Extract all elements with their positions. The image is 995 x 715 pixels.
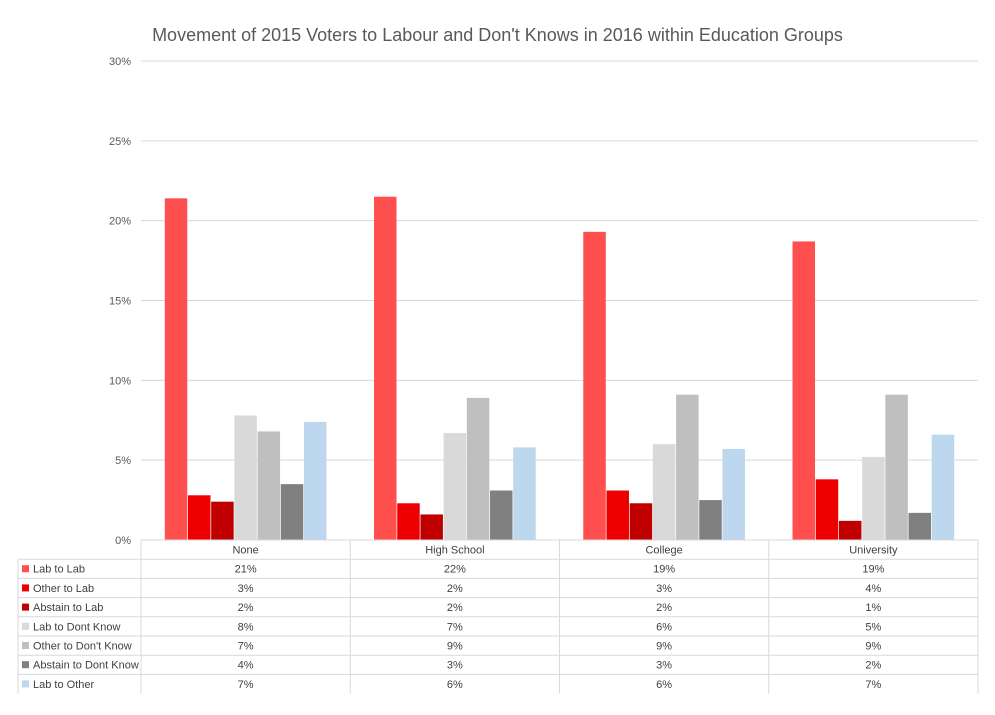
data-label: 7% (447, 621, 463, 633)
data-label: 19% (862, 564, 884, 576)
data-label: 7% (865, 679, 881, 691)
bar (931, 434, 955, 540)
y-tick-label: 5% (115, 455, 131, 467)
bar (466, 397, 490, 540)
data-label: 9% (447, 641, 463, 653)
data-label: 4% (865, 583, 881, 595)
bar (908, 512, 932, 540)
data-label: 7% (238, 679, 254, 691)
y-tick-label: 30% (109, 56, 131, 68)
bar (583, 231, 606, 541)
data-label: 9% (656, 641, 672, 653)
data-label: 22% (444, 564, 466, 576)
data-label: 8% (238, 621, 254, 633)
data-label: 2% (865, 660, 881, 672)
legend-key (22, 603, 29, 611)
legend-label: Abstain to Dont Know (33, 660, 139, 672)
bar (862, 456, 885, 540)
data-label: 6% (447, 679, 463, 691)
data-label: 5% (865, 621, 881, 633)
legend-key (22, 584, 29, 592)
bar (257, 431, 281, 540)
data-label: 2% (447, 583, 463, 595)
legend-label: Lab to Lab (33, 564, 85, 576)
bar (397, 503, 420, 540)
y-tick-label: 0% (115, 535, 131, 547)
bar (303, 421, 327, 540)
data-label: 6% (656, 621, 672, 633)
data-label: 3% (656, 660, 672, 672)
legend-key (22, 642, 29, 649)
bar (420, 514, 443, 540)
bar (699, 500, 722, 540)
legend-key (22, 680, 29, 688)
bar (815, 479, 839, 540)
data-label: 19% (653, 564, 675, 576)
bar (234, 415, 257, 540)
legend-label: Other to Don't Know (33, 641, 132, 653)
chart-title: Movement of 2015 Voters to Labour and Do… (152, 25, 843, 45)
data-label: 1% (865, 602, 881, 614)
bar (211, 501, 234, 540)
legend-key (22, 565, 29, 573)
bar (490, 490, 513, 540)
legend-key (22, 661, 29, 669)
x-category-label: College (645, 545, 682, 557)
y-tick-label: 25% (109, 136, 131, 148)
data-label: 3% (447, 660, 463, 672)
data-label: 6% (656, 679, 672, 691)
bar (629, 503, 653, 540)
x-category-label: None (232, 545, 258, 557)
data-label: 3% (238, 583, 254, 595)
legend-label: Lab to Dont Know (33, 621, 121, 633)
data-label: 21% (235, 564, 257, 576)
legend-label: Abstain to Lab (33, 602, 103, 614)
x-category-label: High School (425, 545, 484, 557)
data-label: 2% (447, 602, 463, 614)
data-label: 2% (238, 602, 254, 614)
data-label: 7% (238, 641, 254, 653)
data-label: 2% (656, 602, 672, 614)
bar (280, 484, 304, 540)
bar (885, 394, 908, 540)
legend-key (22, 622, 29, 630)
bar (164, 198, 188, 540)
bar (606, 490, 629, 540)
bar (652, 444, 676, 540)
bar (374, 196, 397, 540)
bar (792, 241, 816, 540)
bar (443, 433, 467, 540)
bar (187, 495, 211, 540)
y-tick-label: 10% (109, 375, 131, 387)
x-category-label: University (849, 545, 898, 557)
data-label: 9% (865, 641, 881, 653)
bar (838, 520, 862, 540)
data-label: 4% (238, 660, 254, 672)
legend-label: Lab to Other (33, 679, 94, 691)
y-tick-label: 15% (109, 296, 131, 308)
y-tick-label: 20% (109, 216, 131, 228)
bar (676, 394, 699, 540)
bar (722, 448, 745, 540)
legend-label: Other to Lab (33, 583, 94, 595)
bar (513, 447, 536, 540)
data-label: 3% (656, 583, 672, 595)
